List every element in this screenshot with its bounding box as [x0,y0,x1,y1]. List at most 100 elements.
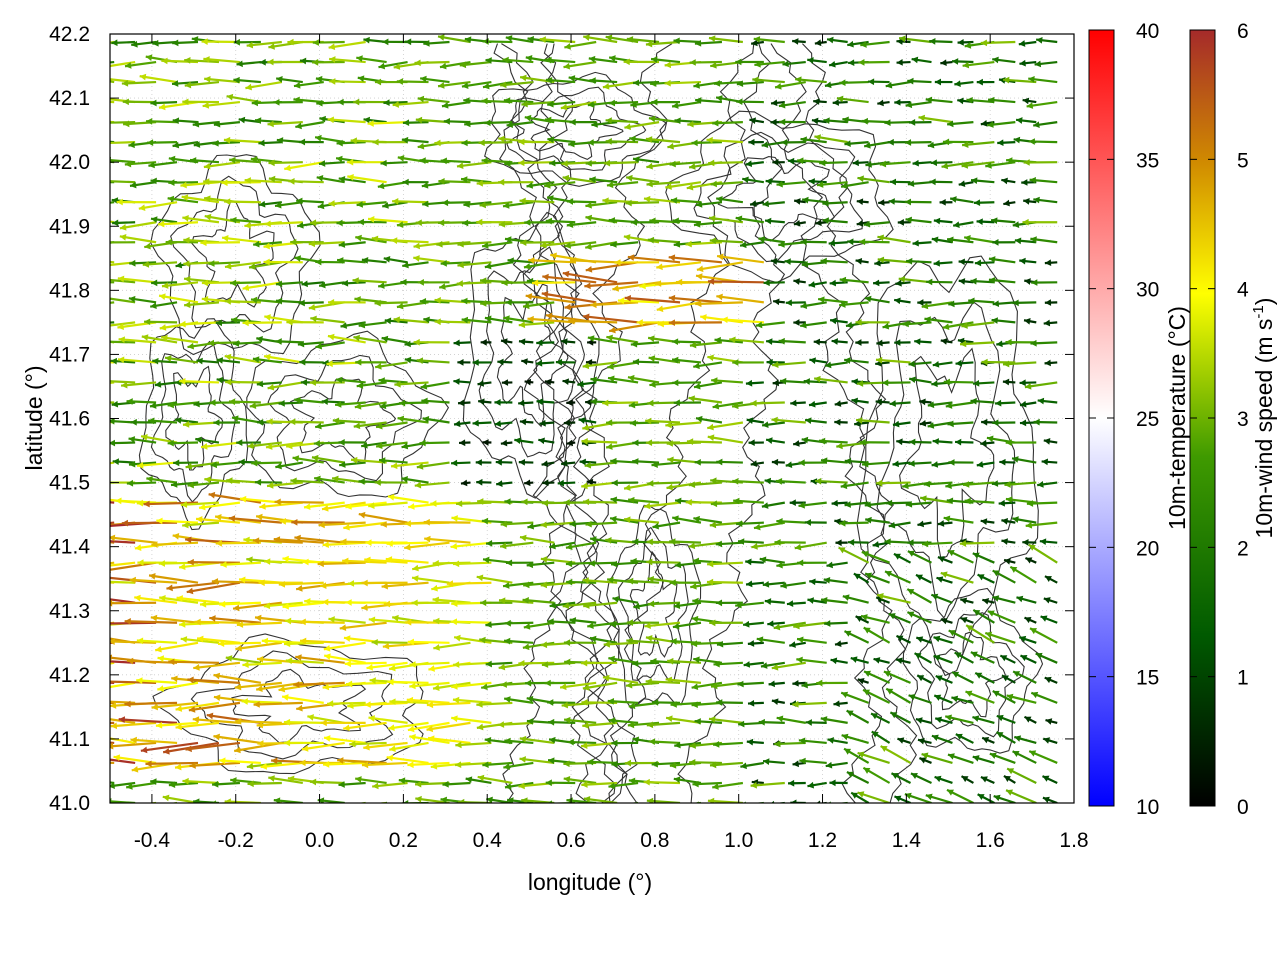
wind-arrow-head [587,335,595,342]
wind-arrow-head [686,438,694,445]
wind-arrow [937,520,953,527]
wind-arrow-head [246,762,254,770]
wind-arrow [503,696,534,704]
wind-arrow [940,617,953,625]
wind-arrow-head [564,716,571,724]
wind-arrow-head [886,499,893,507]
wind-arrow-head [625,681,633,689]
wind-arrow [762,580,785,588]
wind-arrow [480,599,513,607]
wind-arrow [419,439,450,447]
wind-arrow-shaft [180,501,220,506]
wind-arrow-head [327,700,334,708]
wind-arrow [853,572,870,584]
wind-arrow-head [128,436,136,443]
wind-arrow [472,359,492,366]
wind-arrow-head [345,503,352,510]
wind-arrow-head [407,761,414,769]
wind-arrow [1024,381,1058,390]
wind-arrow [476,574,513,584]
wind-arrow [947,549,974,564]
wind-arrow [503,761,534,770]
wind-arrow [715,599,743,607]
wind-arrow-head [63,700,69,707]
wind-arrow [398,777,429,785]
wind-arrow-head [707,797,715,803]
wind-arrow [292,455,324,464]
wind-arrow-head [379,457,386,464]
wind-arrow-head [933,635,941,643]
wind-arrow [820,457,848,465]
wind-arrow-head [452,696,460,704]
wind-arrow-head [841,733,849,741]
wind-arrow [478,398,492,406]
wind-arrow [732,359,764,366]
wind-arrow [1024,616,1037,624]
wind-arrow [355,358,387,366]
wind-arrow-head [460,479,468,487]
wind-arrow [155,721,199,729]
wind-arrow-head [693,656,700,664]
wind-arrow [247,780,282,788]
wind-arrow-head [387,493,395,501]
wind-arrow [740,761,765,770]
wind-arrow-head [951,695,959,703]
wind-arrow-head [476,701,483,708]
wind-arrow-shaft [407,761,450,767]
wind-arrow-head [824,620,831,627]
wind-arrow [666,481,702,491]
wind-arrow [247,441,282,450]
wind-arrow-head [500,439,508,447]
wind-arrow-head [1006,693,1014,701]
wind-arrow [792,700,827,708]
wind-arrow [587,339,597,346]
wind-arrow-head [404,356,412,364]
wind-arrow-head [480,339,487,346]
wind-arrow-head [1024,382,1032,390]
wind-arrow-shaft [110,681,136,689]
wind-arrow [126,398,157,405]
wind-arrow [908,360,932,368]
wind-arrow [453,634,492,644]
wind-arrow [808,400,827,408]
wind-arrow [563,419,576,427]
wind-arrow [299,358,324,366]
wind-arrow [847,538,869,546]
wind-arrow [323,641,366,652]
wind-arrow-shaft [140,741,199,752]
wind-arrow [126,479,157,487]
wind-arrow [161,334,199,344]
wind-arrow-head [228,398,236,406]
wind-arrow [186,581,241,595]
wind-arrow-head [170,481,178,488]
wind-arrow-head [454,420,461,428]
wind-arrow-head [235,644,242,652]
wind-arrow-head [823,576,831,584]
wind-arrow-head [1024,716,1032,723]
wind-arrow-head [472,419,479,427]
wind-arrow [1012,750,1037,764]
wind-arrow-shaft [387,495,429,504]
wind-arrow [736,520,764,528]
wind-arrow-head [917,675,925,682]
wind-arrow-head [204,476,211,484]
wind-arrow-shaft [282,601,324,608]
wind-arrow-head [411,599,418,607]
wind-arrow-head [164,355,172,362]
wind-arrow [908,693,932,704]
wind-arrow-head [499,542,507,550]
wind-arrow [375,441,408,450]
wind-arrow [693,361,723,370]
wind-arrow [1014,735,1037,744]
wind-arrow [889,400,911,407]
wind-arrow-head [345,599,352,606]
wind-arrow-shaft [148,574,199,584]
wind-arrow [339,621,387,632]
wind-arrow-shaft [187,561,240,564]
wind-arrow [1042,737,1058,744]
wind-arrow-shaft [185,741,241,751]
wind-arrow-head [834,640,842,648]
wind-arrow-head [504,696,511,703]
wind-arrow-shaft [110,340,136,344]
wind-arrow [944,714,974,724]
